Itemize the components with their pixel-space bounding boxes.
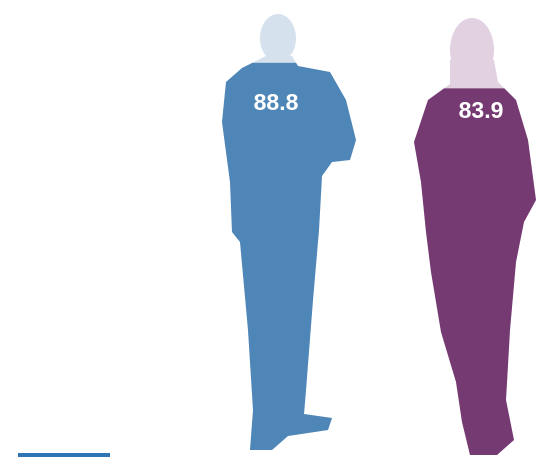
figure-fill bbox=[218, 63, 360, 457]
chart: 88.8 83.9 bbox=[0, 0, 536, 457]
value-label: 83.9 bbox=[459, 97, 504, 123]
figure bbox=[218, 4, 360, 457]
value-label: 88.8 bbox=[254, 89, 299, 115]
figure bbox=[410, 8, 536, 457]
figure-fill bbox=[410, 88, 536, 457]
decor-bar bbox=[18, 453, 110, 457]
